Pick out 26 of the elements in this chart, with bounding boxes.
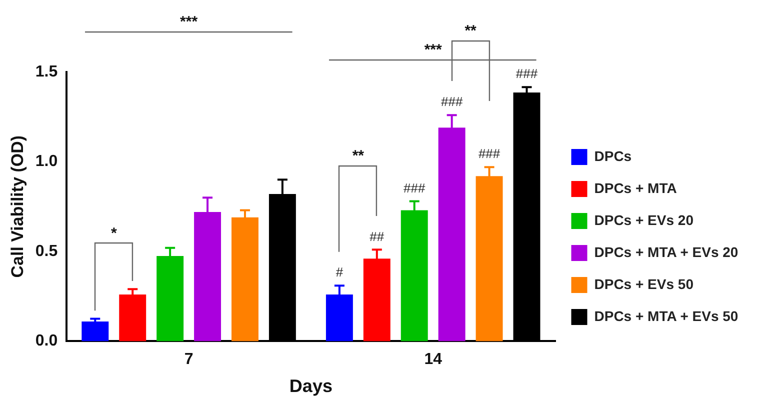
data-label: ### — [440, 94, 464, 110]
y-tick-label: 0.0 — [35, 332, 58, 350]
x-tick-label: 7 — [184, 351, 194, 368]
legend-label: DPCs + MTA — [594, 180, 677, 196]
data-label: ### — [404, 180, 426, 196]
data-label: ### — [516, 66, 538, 82]
x-axis-title: Days — [289, 376, 332, 396]
text: ** — [464, 22, 477, 40]
legend-label: DPCs + MTA + EVs 20 — [594, 244, 738, 260]
y-tick-label: 0.5 — [35, 242, 58, 260]
y-tick-label: 1.5 — [35, 63, 58, 80]
legend-label: DPCs + MTA + EVs 50 — [594, 308, 738, 324]
text: *** — [424, 42, 442, 59]
y-axis-title: Call Viability (OD) — [8, 135, 27, 278]
y-tick-label: 1.0 — [35, 153, 58, 170]
legend-label: DPCs + EVs 50 — [594, 276, 694, 292]
legend-label: DPCs + EVs 20 — [594, 212, 694, 228]
legend-label: DPCs — [594, 148, 632, 164]
annotation: ** — [352, 147, 364, 164]
annotation: * — [110, 224, 117, 242]
data-label: ### — [478, 146, 501, 162]
data-label: # — [336, 264, 344, 280]
data-label: ## — [370, 228, 385, 244]
text: *** — [180, 14, 198, 31]
bar — [82, 321, 109, 342]
x-tick-label: 14 — [424, 351, 442, 368]
